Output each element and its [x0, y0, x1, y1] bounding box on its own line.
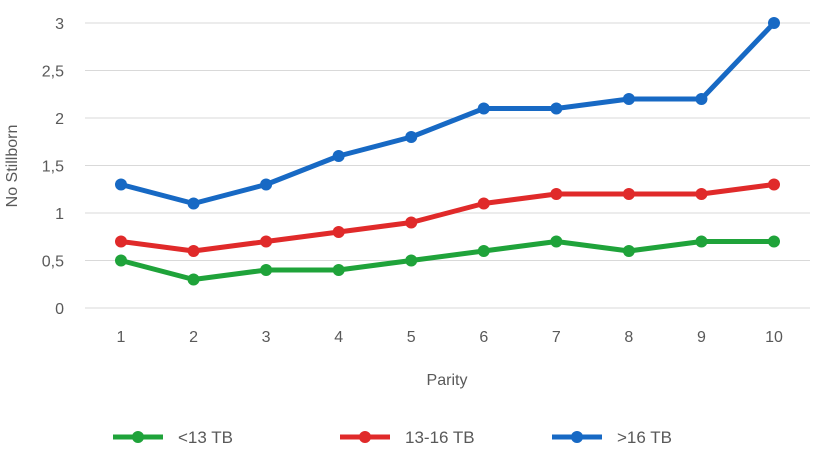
- x-tick-label: 4: [334, 329, 343, 346]
- data-point: [477, 197, 490, 210]
- data-point: [550, 188, 563, 200]
- x-tick-label: 7: [552, 329, 561, 346]
- series-line: [120, 182, 775, 254]
- x-tick-label: 1: [117, 329, 126, 346]
- data-point: [622, 93, 635, 105]
- y-axis-label: No Stillborn: [4, 125, 21, 208]
- y-tick-label: 2,5: [42, 64, 64, 81]
- legend-label: >16 TB: [617, 428, 672, 447]
- data-point: [768, 17, 780, 29]
- data-point: [622, 188, 635, 200]
- y-tick-label: 1: [55, 206, 64, 223]
- data-point: [695, 188, 708, 200]
- legend-label: 13-16 TB: [405, 428, 475, 447]
- y-tick-label: 1,5: [42, 159, 64, 176]
- data-point: [768, 178, 780, 191]
- data-point: [695, 235, 708, 248]
- x-tick-label: 10: [765, 329, 783, 346]
- legend-marker: [132, 431, 144, 443]
- gridlines: [85, 22, 810, 309]
- x-tick-label: 2: [189, 329, 198, 346]
- data-point: [405, 216, 418, 229]
- data-point: [115, 178, 127, 191]
- x-tick-label: 5: [407, 329, 416, 346]
- x-tick-label: 8: [624, 329, 633, 346]
- data-point: [260, 235, 273, 248]
- y-tick-label: 2: [55, 111, 64, 128]
- data-point: [332, 150, 345, 162]
- data-point: [187, 273, 200, 286]
- legend-marker: [359, 431, 371, 443]
- legend-marker: [571, 431, 583, 443]
- series-2: [115, 17, 780, 210]
- series-0: [115, 235, 780, 286]
- data-point: [477, 102, 490, 115]
- legend: <13 TB 13-16 TB >16 TB: [113, 428, 672, 447]
- y-tick-label: 3: [55, 16, 64, 33]
- data-point: [332, 264, 345, 276]
- data-point: [622, 245, 635, 257]
- data-point: [477, 245, 490, 257]
- data-point: [405, 131, 418, 143]
- legend-label: <13 TB: [178, 428, 233, 447]
- data-point: [695, 93, 708, 105]
- x-axis-label: Parity: [427, 372, 468, 389]
- data-point: [260, 264, 273, 276]
- legend-item: >16 TB: [552, 428, 672, 447]
- y-tick-label: 0: [55, 301, 64, 318]
- series-1: [115, 178, 780, 257]
- data-point: [187, 197, 200, 210]
- x-tick-labels: 1 2 3 4 5 6 7 8 9 10: [117, 329, 783, 346]
- data-point: [260, 178, 273, 191]
- x-tick-label: 9: [697, 329, 706, 346]
- series-line: [120, 239, 774, 282]
- x-tick-label: 3: [262, 329, 271, 346]
- data-point: [768, 235, 780, 248]
- data-point: [187, 245, 200, 257]
- legend-item: <13 TB: [113, 428, 233, 447]
- data-point: [550, 102, 563, 115]
- series-line: [120, 21, 776, 206]
- x-tick-label: 6: [479, 329, 488, 346]
- series-group: [115, 17, 780, 286]
- data-point: [115, 254, 127, 267]
- y-tick-labels: 0 0,5 1 1,5 2 2,5 3: [42, 16, 64, 318]
- data-point: [332, 226, 345, 238]
- data-point: [550, 235, 563, 248]
- data-point: [115, 235, 127, 248]
- legend-item: 13-16 TB: [340, 428, 475, 447]
- data-point: [405, 254, 418, 267]
- y-tick-label: 0,5: [42, 254, 64, 271]
